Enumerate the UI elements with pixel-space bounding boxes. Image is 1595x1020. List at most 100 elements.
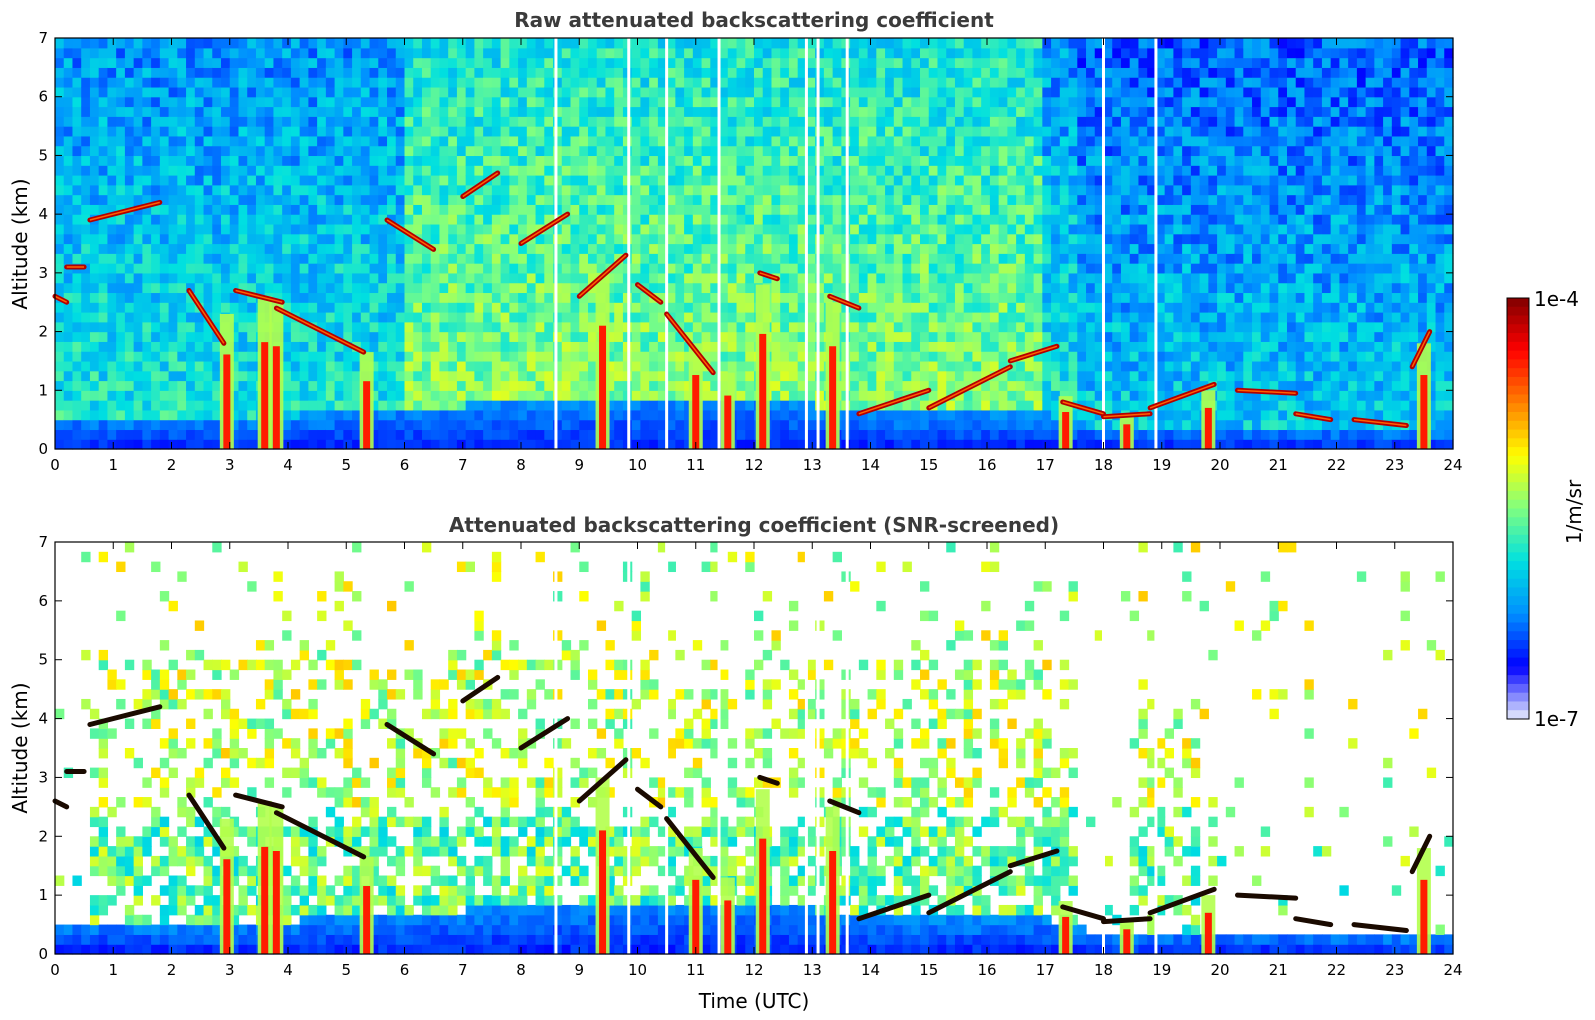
y-tick-label: 5 [38,146,48,164]
colorbar-step [1507,412,1529,422]
cloud-layer-edge [928,366,1011,409]
x-axis-label: Time (UTC) [698,989,810,1013]
cloud-layer-edge [188,290,225,344]
x-tick-label: 12 [744,961,763,979]
y-tick-label: 7 [38,533,48,551]
precip-shaft-core [829,851,837,954]
precip-shaft-core [223,354,231,449]
panel-screened-title: Attenuated backscattering coefficient (S… [449,513,1059,537]
panel-raw-plot-area [52,38,1454,450]
cloud-layer-edge [1149,383,1215,409]
y-tick-label: 4 [38,205,48,223]
cloud-layer-edge [89,201,160,221]
cloud-layers [52,674,1433,933]
colorbar-step [1507,306,1529,317]
colorbar-step [1507,341,1529,352]
panel-screened: Attenuated backscattering coefficient (S… [8,513,1463,1013]
data-gaps [554,38,1158,449]
precip-shaft-core [1420,375,1428,449]
colorbar-step [1507,666,1529,676]
y-tick-label: 3 [38,768,48,786]
colorbar-step [1507,596,1529,606]
x-tick-label: 4 [283,961,293,979]
x-tick-label: 20 [1210,961,1229,979]
colorbar-step [1507,526,1529,536]
y-tick-label: 0 [38,945,48,963]
panel-raw-x-ticks: 0 1 2 3 4 5 6 7 8 9 10 11 12 13 14 15 16 17 18 19 20 21 22 23 24 [50,38,1463,474]
precip-shaft-core [272,851,280,954]
cloud-layer-edge [1237,389,1296,394]
cloud-layer [1101,916,1153,925]
x-tick-label: 5 [341,456,351,474]
panel-raw-y-ticks: 0 1 2 3 4 5 6 7 [38,29,1453,458]
panel-screened-plot-area [52,542,1454,955]
precip-shaft-core [1204,407,1212,449]
cloud-layer-edge [1295,413,1331,421]
y-tick-label: 1 [38,886,48,904]
y-tick-label: 1 [38,381,48,399]
x-tick-label: 8 [516,456,526,474]
x-tick-label: 4 [283,456,293,474]
cloud-layer-edge [858,389,930,415]
x-tick-label: 17 [1036,961,1055,979]
data-gap-stripe [717,38,721,449]
x-tick-label: 20 [1210,456,1229,474]
panel-screened-x-ticks: 0 1 2 3 4 5 6 7 8 9 10 11 12 13 14 15 16 17 18 19 20 21 22 23 24 [50,542,1463,979]
colorbar-step [1507,631,1529,641]
x-tick-label: 17 [1036,456,1055,474]
colorbar-step [1507,508,1529,518]
x-tick-label: 21 [1269,961,1288,979]
precip-shaft-core [1062,412,1070,449]
precip-shaft-core [724,900,732,954]
x-tick-label: 9 [574,456,584,474]
x-tick-label: 10 [628,961,647,979]
colorbar-step [1507,420,1529,431]
colorbar-step [1507,640,1529,650]
y-tick-label: 6 [38,88,48,106]
precip-shaft-core [829,346,837,449]
x-tick-label: 22 [1327,456,1346,474]
cloud-layer [576,757,629,804]
panel-screened-y-label: Altitude (km) [8,682,32,813]
data-gap-stripe [1102,38,1105,449]
colorbar-step [1507,701,1529,711]
x-tick-label: 1 [108,961,118,979]
x-tick-label: 12 [744,456,763,474]
data-gap-stripe [627,38,631,449]
cloud-layer [926,869,1013,916]
colorbar-step [1507,534,1529,545]
cloud-layer-edge [54,295,68,303]
cloud-layer [1147,886,1217,916]
colorbar-step [1507,604,1529,615]
cloud-layer [52,798,70,810]
colorbar-step [1507,692,1529,702]
cloud-layer [635,786,664,810]
colorbar-step [1507,543,1529,553]
panel-raw-title: Raw attenuated backscattering coefficien… [514,8,994,32]
background-field [55,38,1454,450]
cloud-layer-edge [666,313,714,374]
x-tick-label: 23 [1385,456,1404,474]
colorbar-step [1507,561,1529,571]
x-tick-label: 14 [861,961,880,979]
x-tick-label: 10 [628,456,647,474]
colorbar-step [1507,552,1529,562]
colorbar-step [1507,657,1529,667]
colorbar-gradient [1507,298,1529,720]
precip-shaft-core [1204,912,1212,954]
colorbar-max-label: 1e-4 [1534,287,1579,311]
cloud-layer-edge [386,219,435,251]
colorbar-step [1507,490,1529,501]
y-tick-label: 4 [38,710,48,728]
y-tick-label: 5 [38,651,48,669]
colorbar-step [1507,385,1529,395]
x-tick-label: 5 [341,961,351,979]
colorbar-unit-label: 1/m/sr [1562,479,1586,544]
data-gap-stripe [1102,542,1105,954]
precip-shaft-core [272,346,280,449]
cloud-layer [757,774,780,786]
data-gap-stripe [665,542,669,954]
cloud-layer [186,792,227,851]
precip-shaft-core [1123,424,1131,449]
colorbar-step [1507,578,1529,588]
